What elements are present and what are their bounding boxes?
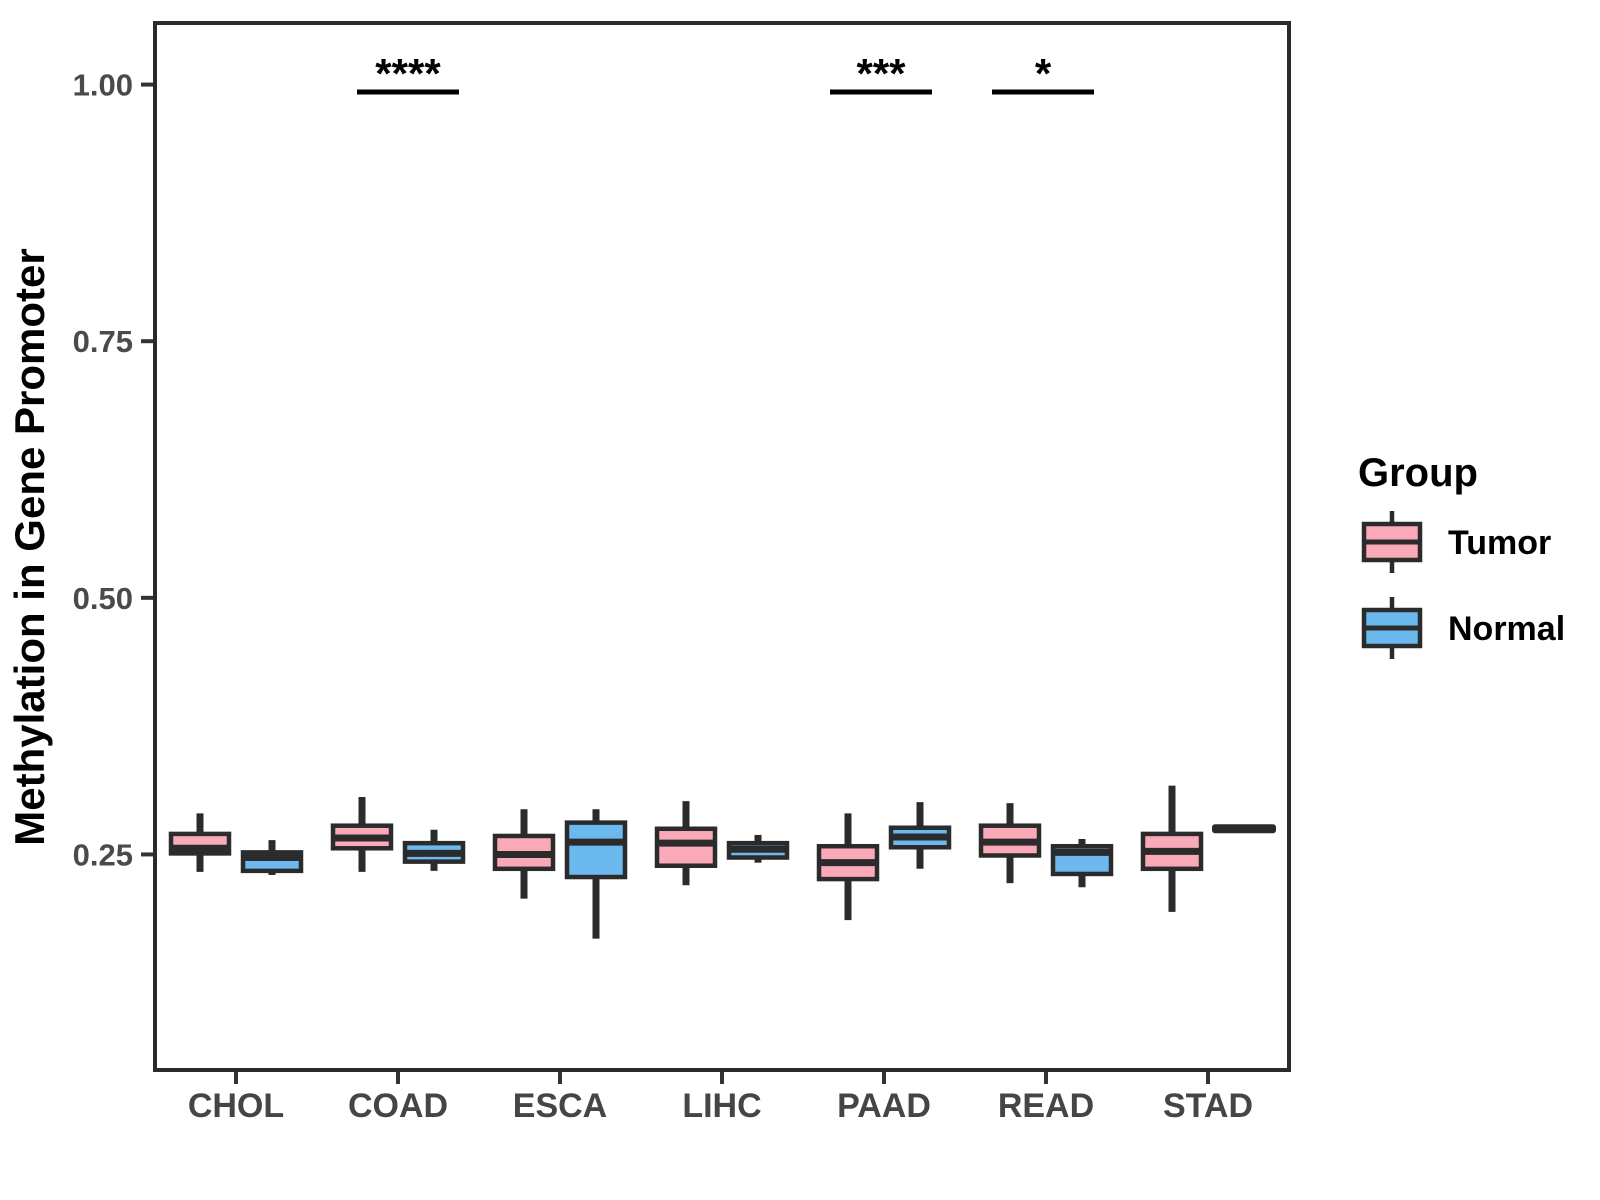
median-bar [1212, 824, 1276, 834]
box-COAD-Normal [402, 829, 466, 871]
significance-annotations: **** *** * [357, 50, 1094, 97]
x-tick-label: CHOL [188, 1087, 284, 1125]
y-tick-label: 0.25 [73, 837, 133, 872]
legend: Group Tumor Normal [1358, 451, 1565, 659]
y-axis: 0.25 0.50 0.75 1.00 [73, 68, 155, 872]
x-tick-label: PAAD [837, 1087, 931, 1125]
box-LIHC-Normal [726, 834, 790, 863]
box-LIHC-Tumor [654, 801, 718, 886]
box [564, 820, 628, 880]
legend-item-normal: Normal [1361, 597, 1565, 659]
box-CHOL-Normal [240, 840, 304, 875]
box-ESCA-Tumor [492, 809, 556, 899]
significance-READ: * [992, 50, 1094, 97]
y-tick-label: 0.50 [73, 581, 133, 616]
x-tick-label: READ [998, 1087, 1094, 1125]
x-axis: CHOL COAD ESCA LIHC PAAD READ STAD [188, 1070, 1253, 1125]
box-CHOL-Tumor [168, 813, 232, 872]
box-PAAD-Tumor [816, 813, 880, 921]
boxes [168, 785, 1276, 939]
y-tick-label: 1.00 [73, 68, 133, 103]
box-COAD-Tumor [330, 796, 394, 872]
legend-item-tumor: Tumor [1361, 511, 1551, 573]
x-tick-label: STAD [1163, 1087, 1253, 1125]
x-tick-label: ESCA [513, 1087, 607, 1125]
legend-title: Group [1358, 451, 1478, 495]
significance-stars: *** [856, 50, 906, 97]
significance-stars: * [1035, 50, 1052, 97]
x-tick-label: COAD [348, 1087, 448, 1125]
box-STAD-Tumor [1140, 785, 1204, 912]
box-STAD-Normal [1212, 824, 1276, 834]
y-axis-title: Methylation in Gene Promoter [6, 248, 53, 845]
box-PAAD-Normal [888, 802, 952, 869]
legend-item-label: Tumor [1448, 524, 1551, 562]
significance-stars: **** [375, 50, 441, 97]
box-READ-Tumor [978, 803, 1042, 884]
panel-border [153, 21, 1291, 1072]
significance-COAD: **** [357, 50, 459, 97]
y-tick-label: 0.75 [73, 324, 133, 359]
x-tick-label: LIHC [682, 1087, 761, 1125]
box-ESCA-Normal [564, 809, 628, 939]
box [654, 826, 718, 868]
box-READ-Normal [1050, 839, 1114, 888]
significance-PAAD: *** [830, 50, 932, 97]
legend-item-label: Normal [1448, 610, 1565, 648]
